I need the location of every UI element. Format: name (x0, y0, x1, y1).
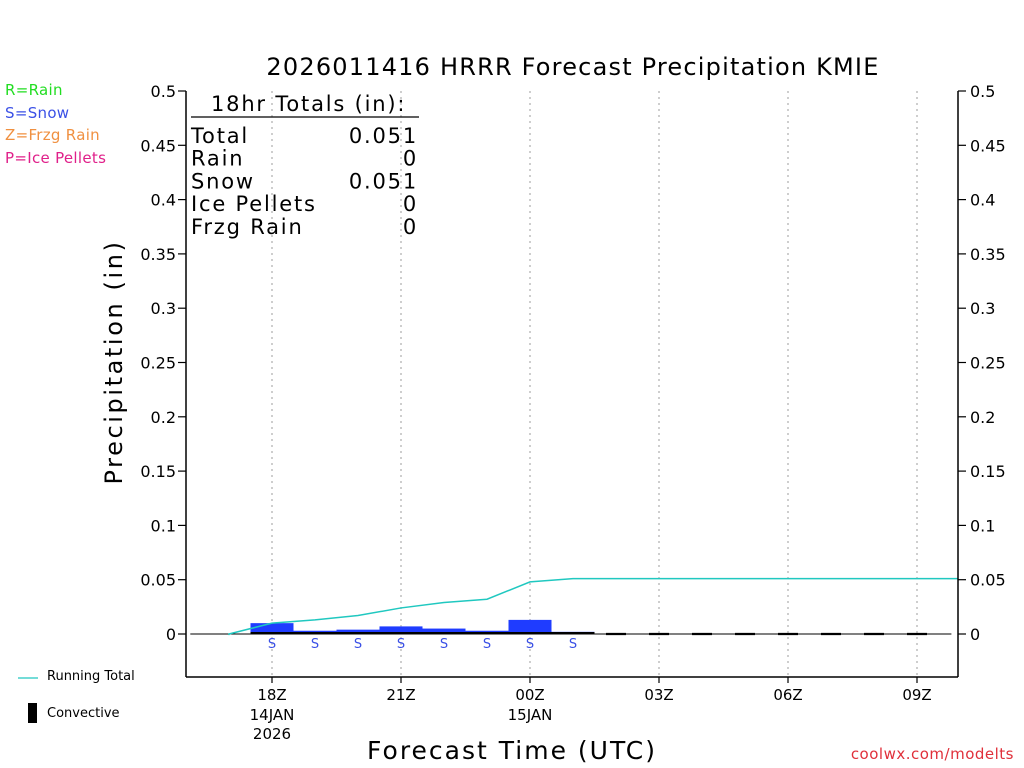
legend-frzg-rain: Z=Frzg Rain (5, 126, 100, 144)
totals-row-label: Ice Pellets (191, 192, 317, 216)
precip-type-code: S (268, 637, 276, 652)
x-tick-label: 00Z (515, 686, 544, 704)
totals-row-value: 0 (403, 192, 418, 216)
y-tick-label-left: 0.25 (140, 354, 176, 373)
ticks-layer: 0.5 0.5 0.45 0.45 0.4 0.4 0.35 0.35 0.3 0.3 0.25 0.… (140, 82, 1005, 743)
precip-type-code: S (440, 637, 448, 652)
y-axis-label: Precipitation (in) (100, 239, 128, 484)
y-tick-label-left: 0.35 (140, 245, 176, 264)
watermark: coolwx.com/modelts (850, 745, 1014, 763)
totals-row-label: Total (190, 124, 249, 148)
snow-bar (336, 629, 380, 634)
convective-legend-swatch (28, 703, 37, 723)
y-tick-label-left: 0.5 (151, 82, 176, 101)
legend-snow: S=Snow (5, 103, 70, 122)
totals-row-label: Snow (191, 169, 255, 193)
totals-header: 18hr Totals (in): (211, 92, 406, 116)
x-tick-label: 09Z (902, 686, 931, 704)
x-tick-label: 18Z (257, 686, 286, 704)
y-tick-label-left: 0.2 (151, 408, 176, 427)
y-tick-label-right: 0.35 (970, 245, 1006, 264)
running-total-legend-label: Running Total (47, 669, 135, 684)
totals-row-label: Rain (191, 147, 244, 171)
convective-legend-label: Convective (47, 706, 120, 721)
y-tick-label-right: 0.1 (970, 516, 995, 535)
grid-layer (190, 91, 952, 677)
snow-bar (379, 626, 423, 634)
x-tick-date: 14JAN (250, 706, 295, 724)
snow-bar (508, 619, 552, 634)
x-tick-label: 06Z (773, 686, 802, 704)
snow-bar (422, 628, 466, 634)
totals-row-value: 0 (403, 147, 418, 171)
y-tick-label-left: 0.15 (140, 462, 176, 481)
snow-bar (250, 623, 294, 634)
x-axis-label: Forecast Time (UTC) (367, 736, 657, 765)
precip-type-code: S (311, 637, 319, 652)
totals-row-value: 0.051 (349, 169, 418, 193)
y-tick-label-right: 0.5 (970, 82, 995, 101)
y-tick-label-right: 0.4 (970, 191, 995, 210)
x-tick-year: 2026 (253, 725, 291, 743)
legend-rain: R=Rain (5, 81, 63, 99)
y-tick-label-left: 0.3 (151, 299, 176, 318)
x-tick-label: 03Z (644, 686, 673, 704)
precip-type-code: S (397, 637, 405, 652)
y-tick-label-left: 0.05 (140, 571, 176, 590)
y-tick-label-right: 0.2 (970, 408, 995, 427)
y-tick-label-left: 0 (166, 625, 176, 644)
precip-type-code: S (569, 637, 577, 652)
y-tick-label-left: 0.45 (140, 136, 176, 155)
legend-ice-pellets: P=Ice Pellets (5, 148, 107, 167)
axes-layer (185, 91, 959, 678)
y-tick-label-right: 0 (970, 625, 980, 644)
totals-box: 18hr Totals (in): Total 0.051 Rain 0 Snow 0.0… (190, 92, 419, 239)
y-tick-label-left: 0.1 (151, 516, 176, 535)
y-tick-label-right: 0.3 (970, 299, 995, 318)
y-tick-label-right: 0.15 (970, 462, 1006, 481)
y-tick-label-left: 0.4 (151, 191, 176, 210)
y-tick-label-right: 0.25 (970, 354, 1006, 373)
y-tick-label-right: 0.05 (970, 571, 1006, 590)
precip-type-code: S (483, 637, 491, 652)
y-tick-label-right: 0.45 (970, 136, 1006, 155)
precip-type-code: S (354, 637, 362, 652)
precip-type-code: S (526, 637, 534, 652)
chart-title: 2026011416 HRRR Forecast Precipitation K… (266, 53, 879, 81)
totals-row-value: 0 (403, 215, 418, 239)
running-total-line (228, 577, 958, 636)
line-layer (228, 577, 958, 636)
x-tick-date: 15JAN (508, 706, 553, 724)
totals-rows: Total 0.051 Rain 0 Snow 0.051 Ice Pellets 0 Frzg… (190, 124, 418, 239)
precip-type-legend: R=Rain S=Snow Z=Frzg Rain P=Ice Pellets (5, 79, 106, 169)
totals-row-label: Frzg Rain (191, 215, 304, 239)
x-tick-label: 21Z (386, 686, 415, 704)
totals-row-value: 0.051 (349, 124, 418, 148)
